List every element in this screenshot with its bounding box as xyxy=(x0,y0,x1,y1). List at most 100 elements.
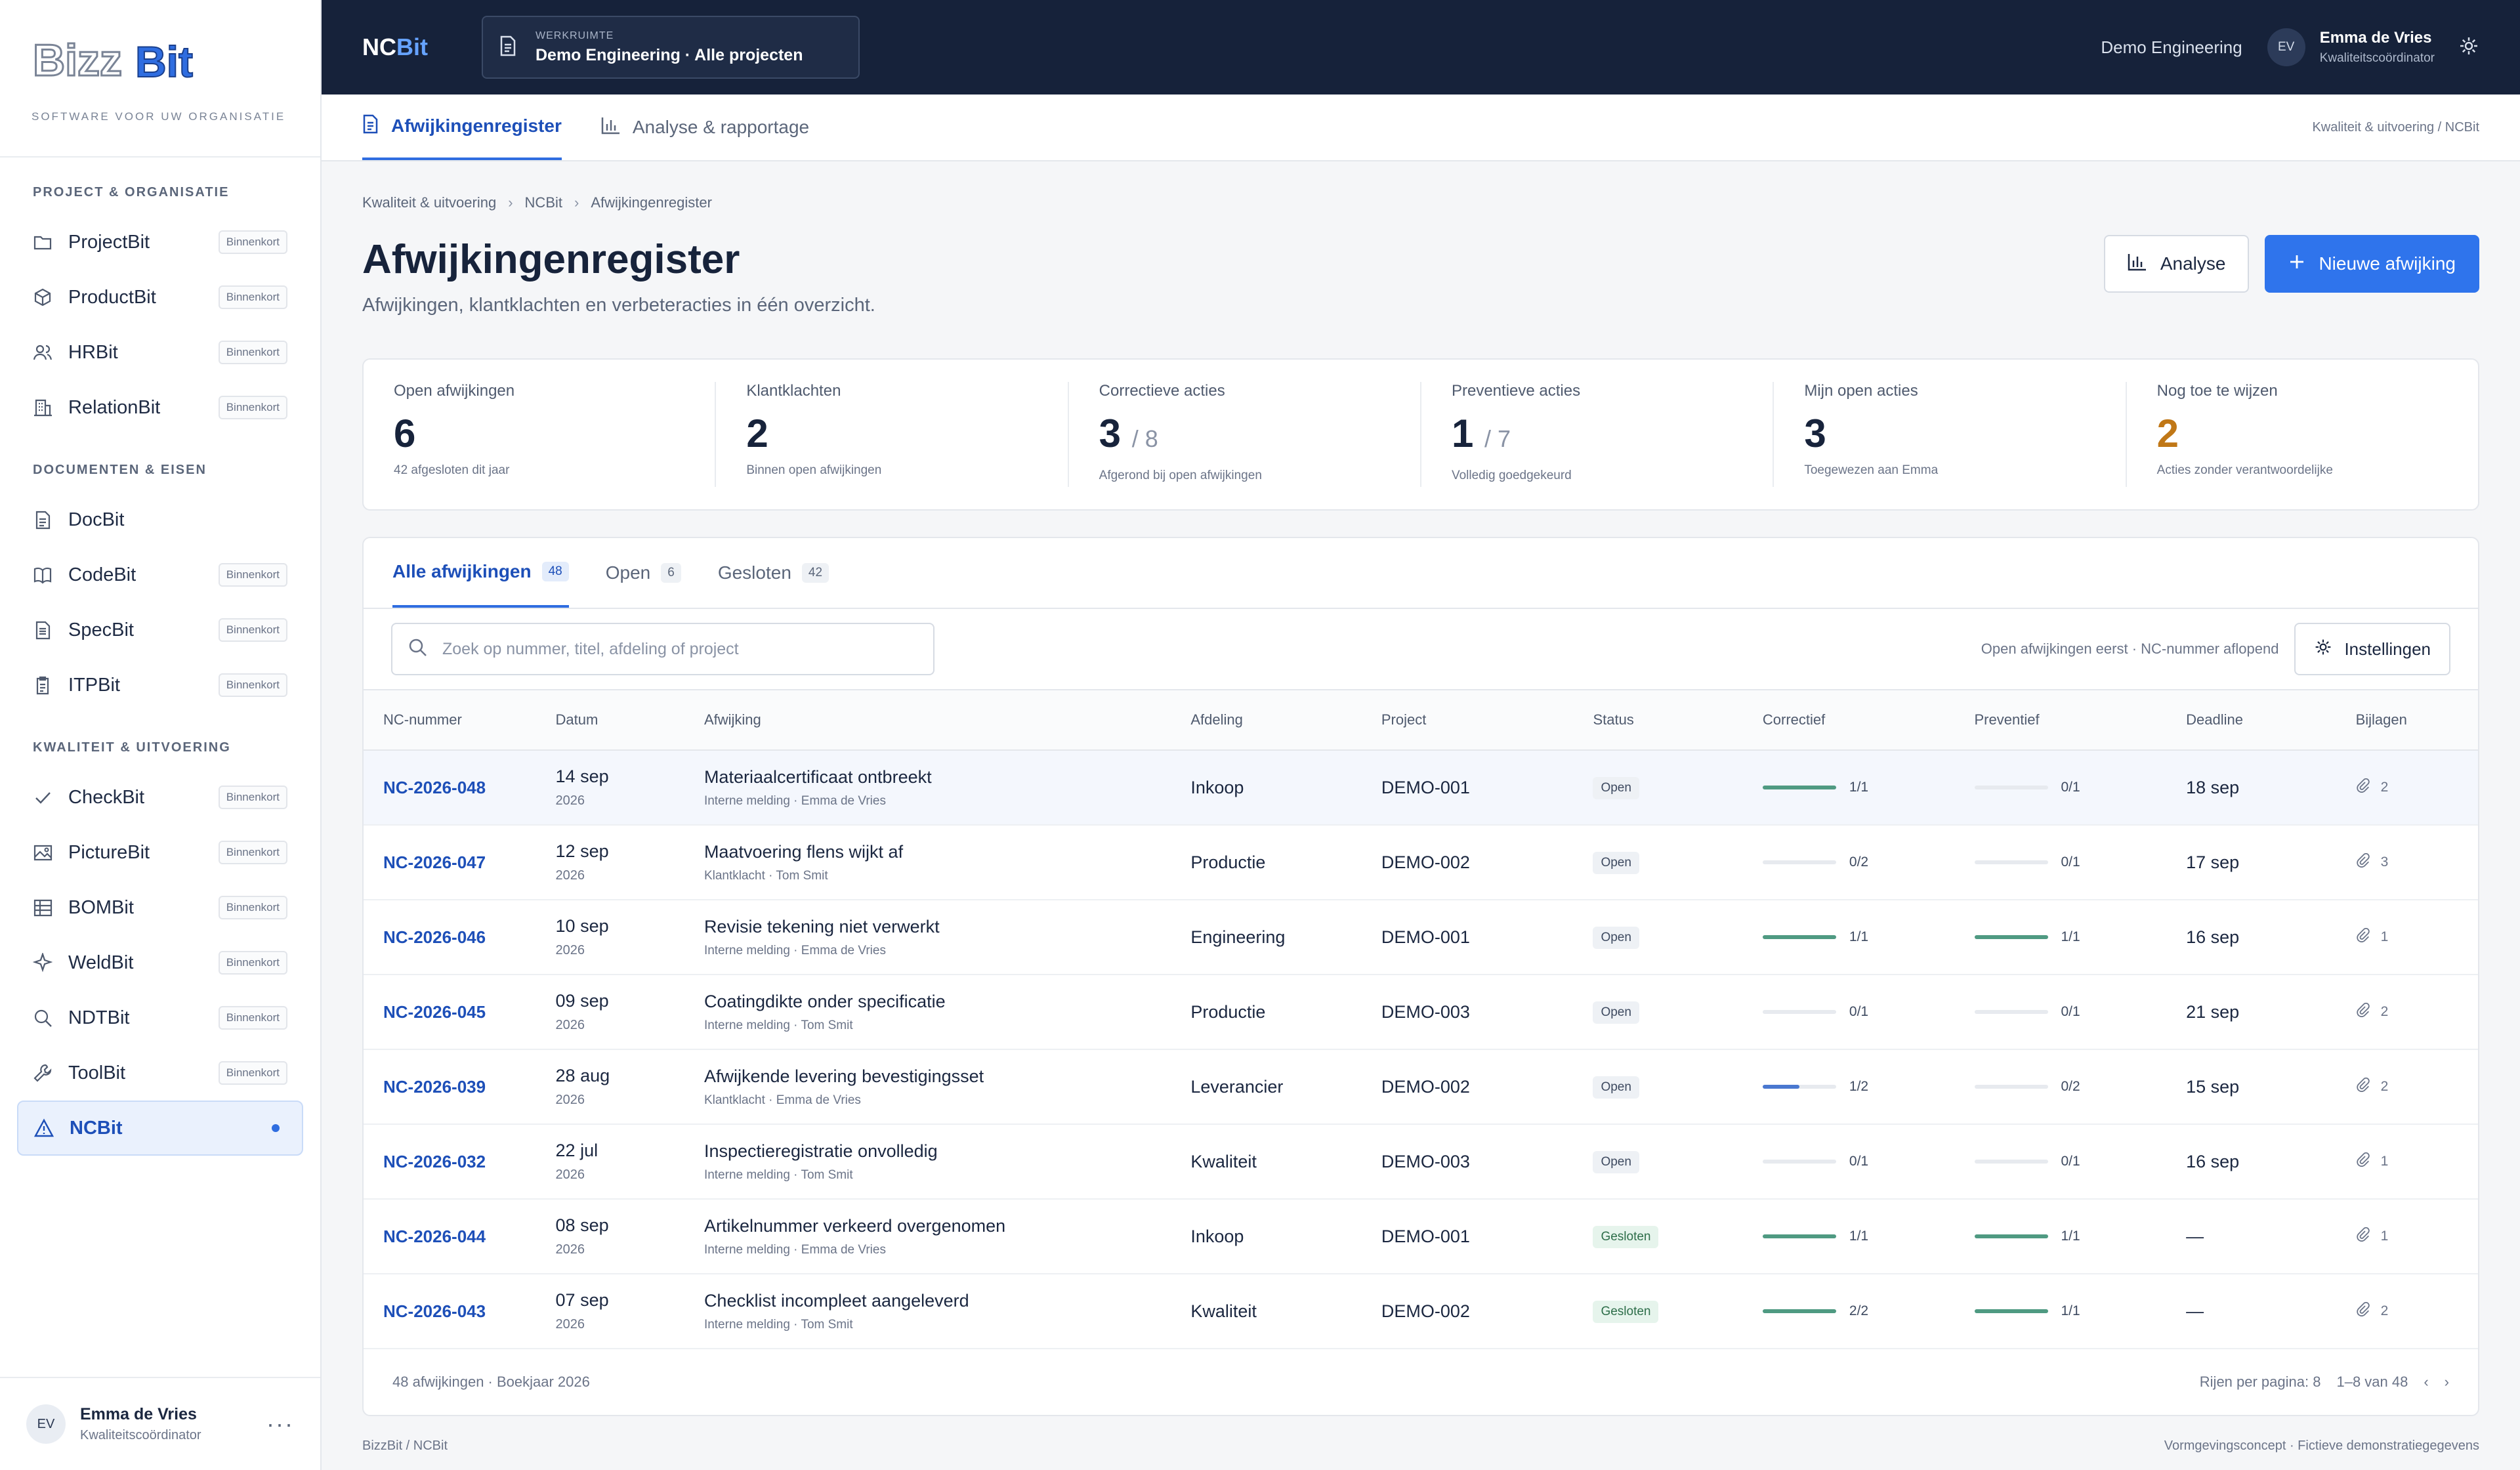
status-badge: Open xyxy=(1593,927,1639,949)
deviation-title[interactable]: Artikelnummer verkeerd overgenomen xyxy=(704,1215,1006,1236)
more-options-icon[interactable]: ··· xyxy=(266,1410,294,1437)
search-box[interactable] xyxy=(391,623,934,675)
column-header[interactable]: Correctief xyxy=(1762,690,1975,751)
tab-alle-afwijkingen[interactable]: Alle afwijkingen 48 xyxy=(392,538,569,608)
sidebar-item-ndtbit[interactable]: NDTBit Binnenkort xyxy=(17,990,303,1045)
table-body: NC-2026-048 14 sep 2026 Materiaalcertificaa… xyxy=(364,750,2478,1349)
attachment-count: 3 xyxy=(2380,854,2389,870)
nc-number-link[interactable]: NC-2026-047 xyxy=(383,852,486,872)
column-header[interactable]: Afdeling xyxy=(1190,690,1381,751)
kpi-card[interactable]: Open afwijkingen 6 42 afgesloten dit jaar xyxy=(364,382,715,487)
deviation-title[interactable]: Coatingdikte onder specificatie xyxy=(704,991,946,1011)
column-header[interactable]: Status xyxy=(1593,690,1763,751)
attachments[interactable]: 2 xyxy=(2356,1077,2478,1096)
deviation-title[interactable]: Inspectieregistratie onvolledig xyxy=(704,1141,938,1161)
sidebar-item-docbit[interactable]: DocBit xyxy=(17,492,303,547)
kpi-card[interactable]: Preventieve acties 1 / 7 Volledig goedgeke… xyxy=(1419,382,1773,487)
column-header[interactable]: Bijlagen xyxy=(2355,690,2478,751)
kpi-card[interactable]: Nog toe te wijzen 2 Acties zonder verantwo… xyxy=(2125,382,2478,487)
app-brand[interactable]: NCBit xyxy=(362,33,428,61)
workspace-selector[interactable]: WERKRUIMTE Demo Engineering · Alle proje… xyxy=(482,16,860,79)
sidebar-item-bombit[interactable]: BOMBit Binnenkort xyxy=(17,880,303,935)
breadcrumb-item[interactable]: NCBit xyxy=(524,194,562,211)
table-row[interactable]: NC-2026-048 14 sep 2026 Materiaalcertificaa… xyxy=(364,750,2478,826)
attachments[interactable]: 1 xyxy=(2356,1227,2478,1246)
column-header[interactable]: Datum xyxy=(555,690,704,751)
table-row[interactable]: NC-2026-044 08 sep 2026 Artikelnummer verke… xyxy=(364,1199,2478,1274)
sidebar-item-picturebit[interactable]: PictureBit Binnenkort xyxy=(17,825,303,880)
tab-afwijkingenregister[interactable]: Afwijkingenregister xyxy=(362,94,562,160)
kpi-card[interactable]: Mijn open acties 3 Toegewezen aan Emma xyxy=(1773,382,2125,487)
analyse-button[interactable]: Analyse xyxy=(2103,235,2250,293)
tab-open[interactable]: Open 6 xyxy=(606,538,681,608)
breadcrumb-item[interactable]: Kwaliteit & uitvoering xyxy=(362,194,497,211)
sidebar-item-relationbit[interactable]: RelationBit Binnenkort xyxy=(17,380,303,435)
tab-analyse-rapportage[interactable]: Analyse & rapportage xyxy=(601,94,809,160)
tab-label: Open xyxy=(605,562,651,583)
nc-number-link[interactable]: NC-2026-032 xyxy=(383,1151,486,1171)
deviation-title[interactable]: Materiaalcertificaat ontbreekt xyxy=(704,766,932,787)
deviation-title[interactable]: Afwijkende levering bevestigingsset xyxy=(704,1066,984,1086)
sidebar-item-hrbit[interactable]: HRBit Binnenkort xyxy=(17,325,303,380)
tab-gesloten[interactable]: Gesloten 42 xyxy=(718,538,830,608)
bizzbit-logo[interactable]: Bizz Bit xyxy=(32,32,289,91)
gear-icon[interactable] xyxy=(2458,35,2479,60)
progress-text: 1/1 xyxy=(1849,1228,1869,1244)
nc-number-link[interactable]: NC-2026-039 xyxy=(383,1076,486,1097)
column-header[interactable]: Afwijking xyxy=(704,690,1191,751)
nc-number-link[interactable]: NC-2026-045 xyxy=(383,1001,486,1022)
sidebar-item-itpbit[interactable]: ITPBit Binnenkort xyxy=(17,658,303,713)
coming-soon-badge: Binnenkort xyxy=(218,230,287,254)
next-page-button[interactable]: › xyxy=(2444,1374,2449,1390)
sidebar-item-toolbit[interactable]: ToolBit Binnenkort xyxy=(17,1045,303,1101)
sidebar-item-codebit[interactable]: CodeBit Binnenkort xyxy=(17,547,303,602)
sidebar-item-checkbit[interactable]: CheckBit Binnenkort xyxy=(17,770,303,825)
column-header[interactable]: Project xyxy=(1381,690,1593,751)
attachments[interactable]: 3 xyxy=(2356,852,2478,872)
attachment-count: 2 xyxy=(2380,1004,2389,1019)
nc-number-link[interactable]: NC-2026-046 xyxy=(383,927,486,947)
sidebar-item-weldbit[interactable]: WeldBit Binnenkort xyxy=(17,935,303,990)
table-row[interactable]: NC-2026-032 22 jul 2026 Inspectieregistrati… xyxy=(364,1124,2478,1200)
document-icon xyxy=(362,114,379,138)
topbar-user[interactable]: Emma de Vries Kwaliteitscoördinator xyxy=(2320,29,2435,66)
attachments[interactable]: 1 xyxy=(2356,1152,2478,1171)
project-code: DEMO-001 xyxy=(1381,777,1470,797)
date-year: 2026 xyxy=(555,868,585,883)
kpi-card[interactable]: Klantklachten 2 Binnen open afwijkingen xyxy=(715,382,1067,487)
date-day: 14 sep xyxy=(555,766,609,786)
deviation-title[interactable]: Revisie tekening niet verwerkt xyxy=(704,916,940,936)
column-header[interactable]: Deadline xyxy=(2186,690,2356,751)
sidebar-item-productbit[interactable]: ProductBit Binnenkort xyxy=(17,270,303,325)
rows-per-page-select[interactable]: Rijen per pagina: 8 xyxy=(2199,1374,2321,1390)
sidebar-user[interactable]: EV Emma de Vries Kwaliteitscoördinator ·… xyxy=(0,1377,320,1470)
deviation-title[interactable]: Checklist incompleet aangeleverd xyxy=(704,1290,969,1311)
sidebar-item-projectbit[interactable]: ProjectBit Binnenkort xyxy=(17,215,303,270)
status-badge: Gesloten xyxy=(1593,1226,1659,1248)
prev-page-button[interactable]: ‹ xyxy=(2424,1374,2429,1390)
nc-number-link[interactable]: NC-2026-048 xyxy=(383,777,486,797)
column-header[interactable]: NC-nummer xyxy=(364,690,556,751)
table-row[interactable]: NC-2026-039 28 aug 2026 Afwijkende levering… xyxy=(364,1049,2478,1125)
attachments[interactable]: 1 xyxy=(2356,927,2478,946)
column-header[interactable]: Preventief xyxy=(1974,690,2187,751)
sidebar-item-ncbit[interactable]: NCBit xyxy=(17,1101,303,1156)
progress-bar xyxy=(1762,1309,1836,1313)
avatar[interactable]: EV xyxy=(2267,28,2305,66)
search-input[interactable] xyxy=(441,639,903,660)
new-deviation-button[interactable]: Nieuwe afwijking xyxy=(2265,235,2479,293)
table-row[interactable]: NC-2026-046 10 sep 2026 Revisie tekening ni… xyxy=(364,900,2478,975)
table-row[interactable]: NC-2026-043 07 sep 2026 Checklist incomplee… xyxy=(364,1274,2478,1349)
deviation-title[interactable]: Maatvoering flens wijkt af xyxy=(704,841,904,862)
organization-name[interactable]: Demo Engineering xyxy=(2101,37,2242,57)
attachments[interactable]: 2 xyxy=(2356,778,2478,797)
table-row[interactable]: NC-2026-047 12 sep 2026 Maatvoering flens w… xyxy=(364,825,2478,900)
settings-button[interactable]: Instellingen xyxy=(2294,623,2450,675)
nc-number-link[interactable]: NC-2026-044 xyxy=(383,1226,486,1246)
nc-number-link[interactable]: NC-2026-043 xyxy=(383,1301,486,1321)
kpi-card[interactable]: Correctieve acties 3 / 8 Afgerond bij open… xyxy=(1067,382,1420,487)
attachments[interactable]: 2 xyxy=(2356,1301,2478,1320)
attachments[interactable]: 2 xyxy=(2356,1002,2478,1021)
sidebar-item-specbit[interactable]: SpecBit Binnenkort xyxy=(17,602,303,658)
table-row[interactable]: NC-2026-045 09 sep 2026 Coatingdikte onder … xyxy=(364,975,2478,1050)
